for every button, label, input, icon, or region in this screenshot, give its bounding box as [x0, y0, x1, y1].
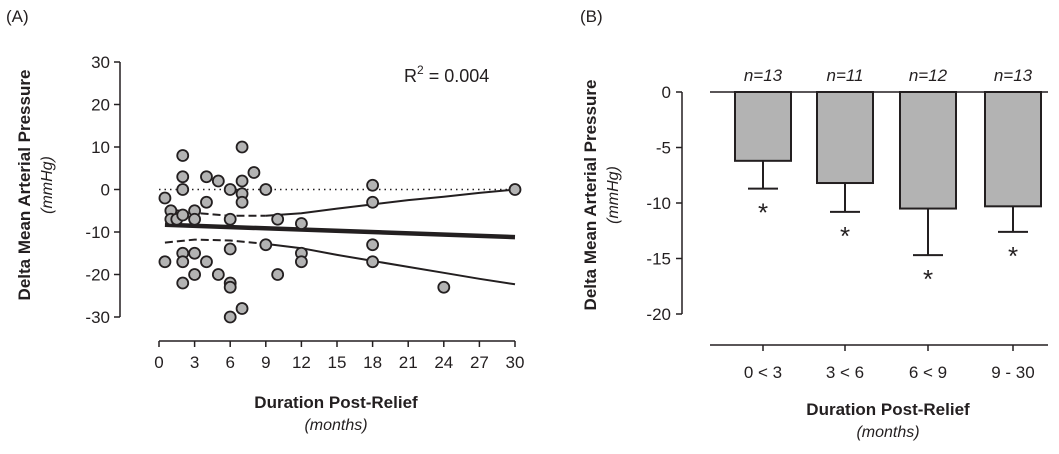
data-point	[366, 255, 380, 269]
data-point	[176, 149, 190, 162]
data-point	[158, 255, 172, 269]
x-category-label-b: 9 - 30	[991, 363, 1034, 382]
data-point	[200, 170, 213, 184]
data-point	[176, 208, 190, 222]
n-label: n=12	[909, 66, 948, 85]
y-tick-label-a: -20	[85, 266, 110, 285]
data-point	[176, 183, 190, 196]
bar	[734, 91, 792, 162]
regression-line	[164, 222, 516, 240]
x-tick-label-a: 6	[225, 353, 234, 372]
x-tick-label-a: 15	[328, 353, 347, 372]
x-tick-label-a: 30	[506, 353, 525, 372]
data-point	[508, 183, 522, 196]
y-tick-label-a: -30	[85, 308, 110, 327]
data-point	[176, 255, 190, 269]
data-point	[211, 174, 225, 188]
data-point	[176, 170, 190, 184]
data-point	[259, 183, 273, 196]
data-point	[223, 183, 237, 196]
y-tick-label-b: -5	[656, 139, 671, 158]
y-tick-label-a: 30	[91, 53, 110, 72]
data-point	[271, 212, 285, 226]
r-squared-annotation: R2 = 0.004	[404, 63, 489, 86]
significance-star: *	[840, 221, 850, 251]
x-tick-label-a: 24	[434, 353, 453, 372]
significance-star: *	[758, 198, 768, 228]
data-point	[294, 217, 308, 230]
x-tick-label-a: 12	[292, 353, 311, 372]
data-point	[366, 178, 380, 192]
y-tick-label-b: -20	[646, 305, 671, 324]
y-tick-label-b: -10	[646, 194, 671, 213]
n-label: n=11	[826, 66, 863, 85]
y-axis-title-b: Delta Mean Arterial Pressure	[581, 80, 600, 311]
data-point	[188, 246, 202, 260]
data-point	[223, 242, 237, 256]
x-tick-label-a: 9	[261, 353, 270, 372]
data-point	[366, 195, 380, 209]
y-tick-label-a: -10	[85, 223, 110, 242]
x-tick-label-a: 18	[363, 353, 382, 372]
ci-lower-dashed	[164, 238, 266, 245]
data-point	[223, 310, 237, 324]
significance-star: *	[923, 264, 933, 294]
x-category-label-b: 3 < 6	[826, 363, 864, 382]
data-point	[223, 280, 237, 294]
data-point	[188, 212, 202, 226]
x-axis-title-b: Duration Post-Relief	[806, 400, 970, 419]
x-axis-title-a: Duration Post-Relief	[254, 393, 418, 412]
x-category-label-b: 0 < 3	[744, 363, 782, 382]
x-tick-label-a: 0	[154, 353, 163, 372]
data-point	[200, 195, 213, 209]
x-tick-label-a: 3	[190, 353, 199, 372]
data-point	[188, 268, 202, 281]
data-point	[235, 174, 249, 188]
significance-star: *	[1008, 241, 1018, 271]
y-axis-units-a: (mmHg)	[39, 156, 56, 214]
y-tick-label-b: -15	[646, 250, 671, 269]
panel-label-a: (A)	[6, 7, 29, 26]
y-axis-title-group-a: Delta Mean Arterial Pressure (mmHg)	[15, 70, 56, 301]
data-point	[294, 255, 308, 269]
data-point	[259, 238, 273, 252]
x-tick-label-a: 27	[470, 353, 489, 372]
data-point	[235, 140, 249, 154]
data-point	[235, 302, 249, 315]
bar	[816, 91, 874, 185]
data-point	[176, 276, 190, 290]
data-point	[247, 166, 261, 179]
y-tick-label-a: 20	[91, 96, 110, 115]
bar	[984, 91, 1042, 208]
ci-upper-curve	[265, 188, 516, 217]
y-axis-title-group-b: Delta Mean Arterial Pressure (mmHg)	[581, 80, 622, 311]
r-squared-prefix: R	[404, 66, 417, 86]
data-point	[158, 191, 172, 205]
r-squared-value: = 0.004	[424, 66, 490, 86]
x-tick-label-a: 21	[399, 353, 418, 372]
r-squared-superscript: 2	[417, 63, 424, 77]
bar	[899, 91, 957, 210]
y-tick-label-b: 0	[662, 83, 671, 102]
data-point	[271, 268, 285, 281]
data-point	[223, 212, 237, 226]
x-axis-units-b: (months)	[856, 424, 919, 441]
n-label: n=13	[994, 66, 1033, 85]
y-tick-label-a: 0	[101, 181, 110, 200]
x-category-label-b: 6 < 9	[909, 363, 947, 382]
x-axis-units-a: (months)	[304, 417, 367, 434]
data-point	[211, 268, 225, 281]
ci-lower-curve	[265, 242, 516, 286]
y-tick-label-a: 10	[91, 138, 110, 157]
n-label: n=13	[744, 66, 783, 85]
data-point	[200, 255, 213, 269]
data-point	[235, 195, 249, 209]
panel-label-b: (B)	[580, 7, 603, 26]
data-point	[437, 280, 451, 294]
y-axis-title-a: Delta Mean Arterial Pressure	[15, 70, 34, 301]
y-axis-units-b: (mmHg)	[605, 166, 622, 224]
data-point	[366, 238, 380, 252]
